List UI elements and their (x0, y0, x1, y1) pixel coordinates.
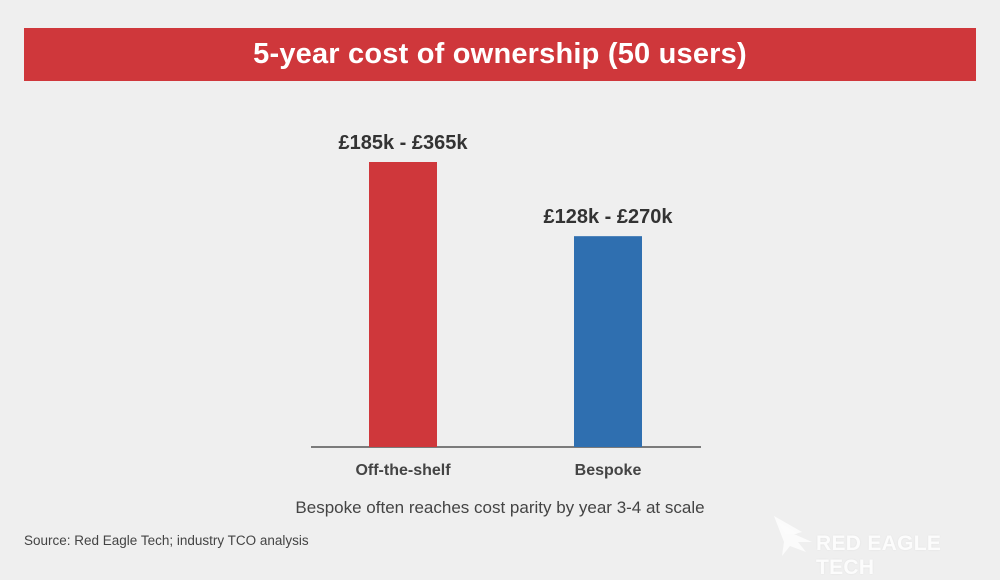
data-label: £185k - £365k (338, 132, 468, 154)
data-label: £128k - £270k (543, 206, 673, 228)
brand-logo: RED EAGLE TECH (772, 512, 982, 579)
chart-caption: Bespoke often reaches cost parity by yea… (295, 498, 705, 517)
chart-title: 5-year cost of ownership (50 users) (253, 38, 747, 70)
source-note: Source: Red Eagle Tech; industry TCO ana… (24, 533, 309, 548)
bar-off-the-shelf (369, 162, 437, 447)
chart-title-banner: 5-year cost of ownership (50 users) (24, 28, 976, 81)
x-tick-label: Bespoke (575, 462, 642, 479)
bar-bespoke (574, 236, 642, 447)
x-tick-label: Off-the-shelf (355, 462, 451, 479)
eagle-icon (774, 516, 812, 556)
brand-name: RED EAGLE TECH (816, 532, 942, 579)
